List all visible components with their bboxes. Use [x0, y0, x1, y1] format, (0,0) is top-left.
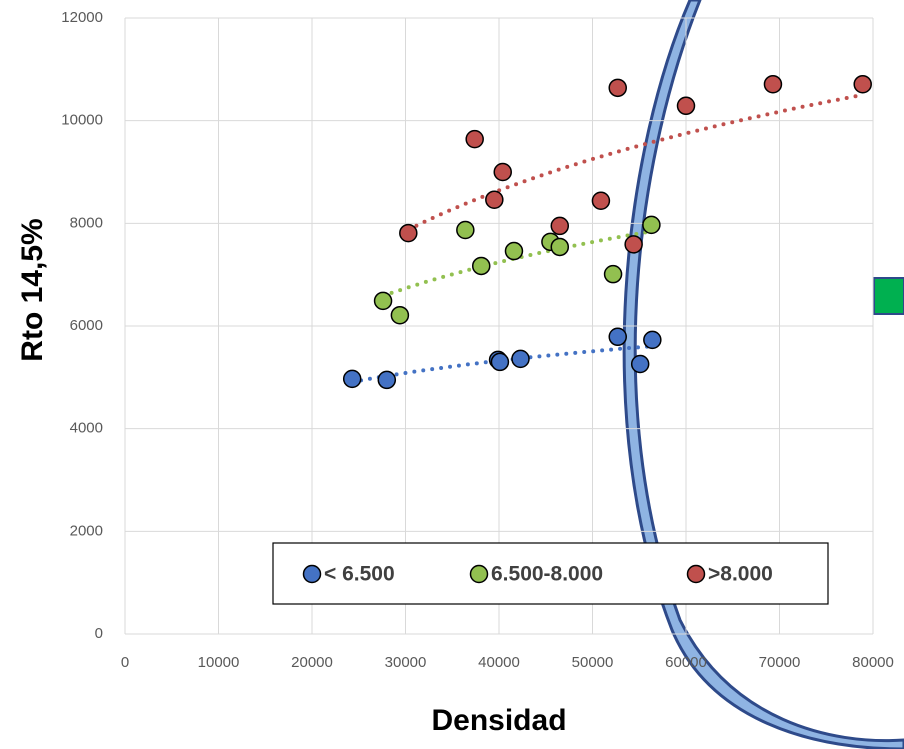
point [591, 191, 611, 210]
point [550, 216, 570, 236]
decor-bar [873, 277, 904, 315]
y-axis-title: Rto 14,5% [16, 218, 49, 361]
point [603, 264, 623, 284]
point [493, 162, 512, 182]
x-tick-label: 50000 [572, 654, 614, 671]
point [643, 330, 662, 350]
legend-marker [302, 564, 322, 584]
legend-label: < 6.500 [324, 563, 395, 586]
point [465, 129, 484, 149]
legend-marker [469, 564, 489, 584]
trendline [406, 92, 865, 232]
point [608, 327, 627, 347]
point [504, 241, 524, 261]
legend [272, 542, 829, 605]
legend-label: >8.000 [708, 563, 773, 586]
legend-marker [686, 564, 706, 584]
y-tick-label: 2000 [70, 522, 103, 539]
point [485, 190, 504, 209]
point [373, 291, 393, 311]
decor-arc [622, 0, 904, 749]
point [624, 235, 643, 254]
x-tick-label: 60000 [665, 654, 707, 671]
x-tick-label: 0 [121, 654, 129, 671]
point [676, 96, 696, 116]
y-tick-label: 4000 [70, 420, 103, 437]
point [511, 349, 530, 369]
point [471, 256, 491, 276]
y-tick-label: 6000 [70, 317, 103, 334]
x-tick-label: 40000 [478, 654, 520, 671]
x-tick-label: 10000 [198, 654, 240, 671]
point [390, 305, 410, 325]
point [399, 223, 418, 243]
legend-label: 6.500-8.000 [491, 563, 603, 586]
x-axis-title: Densidad [431, 704, 566, 737]
point [490, 352, 510, 372]
x-tick-label: 30000 [385, 654, 427, 671]
point [456, 220, 475, 240]
y-tick-label: 12000 [61, 9, 103, 26]
trendline [381, 229, 654, 298]
x-tick-label: 80000 [852, 654, 894, 671]
point [550, 237, 570, 257]
point [377, 370, 397, 390]
y-tick-label: 10000 [61, 112, 103, 129]
x-tick-label: 70000 [759, 654, 801, 671]
y-tick-label: 8000 [70, 214, 103, 231]
point [630, 354, 650, 374]
point [342, 369, 362, 389]
y-tick-label: 0 [95, 625, 103, 642]
x-tick-label: 20000 [291, 654, 333, 671]
point [853, 74, 872, 94]
point [642, 215, 661, 235]
point [608, 78, 627, 98]
point [763, 74, 783, 94]
